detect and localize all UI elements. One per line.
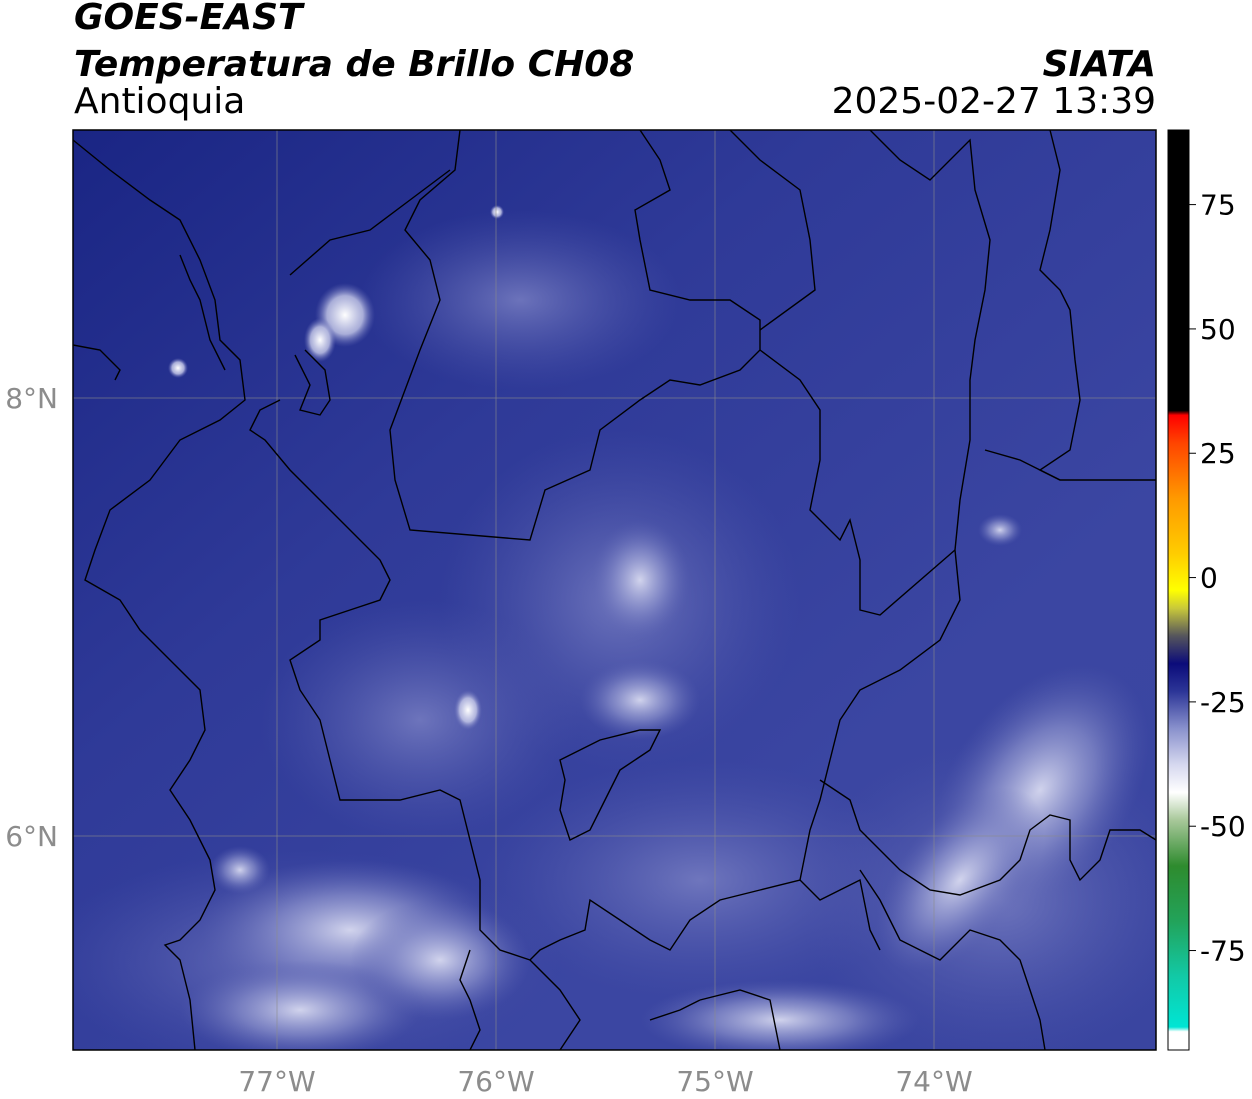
graticule — [73, 130, 1156, 1050]
colorbar-tick-label: 25 — [1200, 437, 1236, 470]
lon-tick-label: 77°W — [238, 1065, 315, 1098]
lat-tick-label: 8°N — [5, 382, 58, 415]
colorbar-tick-label: -75 — [1200, 935, 1246, 968]
agency-label: SIATA — [1042, 44, 1156, 85]
colorbar: 75 50 25 0 -25 -50 -75 — [1167, 129, 1246, 1051]
brightness-temperature-field — [73, 130, 1156, 1050]
colorbar-tick-label: -25 — [1200, 686, 1246, 719]
map-frame — [72, 129, 1157, 1051]
lon-tick-label: 74°W — [895, 1065, 972, 1098]
colorbar-tick-label: 50 — [1200, 313, 1236, 346]
lon-tick-label: 76°W — [457, 1065, 534, 1098]
timestamp-label: 2025-02-27 13:39 — [831, 81, 1156, 122]
lon-tick-label: 75°W — [676, 1065, 753, 1098]
administrative-boundaries — [73, 130, 1156, 1050]
product-title: Temperatura de Brillo CH08 — [74, 44, 635, 85]
satellite-title: GOES-EAST — [74, 0, 303, 38]
region-subtitle: Antioquia — [74, 81, 246, 122]
colorbar-tick-label: 0 — [1200, 562, 1218, 595]
colorbar-tick-label: -50 — [1200, 810, 1246, 843]
colorbar-tick-label: 75 — [1200, 189, 1236, 222]
lat-tick-label: 6°N — [5, 820, 58, 853]
